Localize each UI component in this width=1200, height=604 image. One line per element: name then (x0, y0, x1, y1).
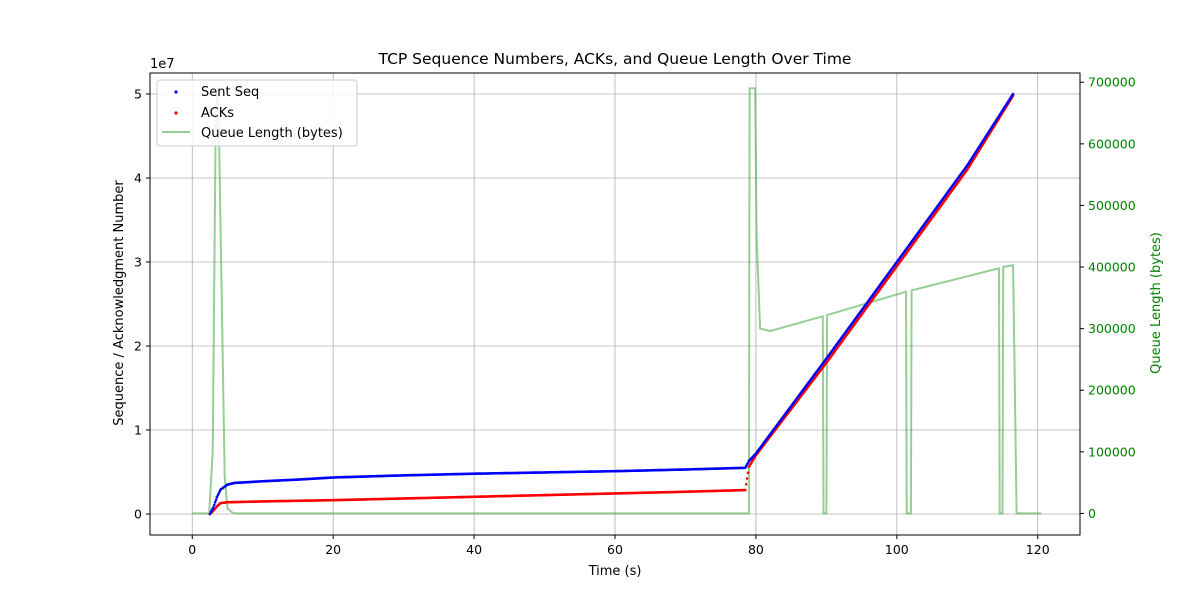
x-tick-label: 20 (325, 542, 341, 557)
chart-title: TCP Sequence Numbers, ACKs, and Queue Le… (378, 50, 852, 68)
y-left-tick-label: 2 (134, 339, 142, 354)
ack-point (746, 471, 750, 475)
x-tick-label: 100 (885, 542, 909, 557)
y-right-tick-label: 200000 (1088, 383, 1136, 398)
legend-sent-seq-marker (174, 90, 178, 94)
legend-box (156, 79, 358, 147)
sent-seq-series-layer (208, 92, 1015, 516)
y-right-tick-label: 0 (1088, 506, 1096, 521)
axes-layer: 0 20 40 60 80 100 120 0 1 2 3 4 5 0 100000 200000 300000… (134, 75, 1136, 557)
y-right-tick-label: 100000 (1088, 444, 1136, 459)
y-left-tick-label: 3 (134, 255, 142, 270)
y-left-tick-label: 1 (134, 423, 142, 438)
y-right-tick-label: 300000 (1088, 321, 1136, 336)
sent-seq-point (212, 506, 215, 509)
ack-point (744, 488, 747, 492)
ack-point (745, 477, 749, 480)
sent-seq-point (213, 500, 217, 504)
y-right-tick-label: 500000 (1088, 198, 1136, 213)
sent-seq-point (214, 498, 218, 502)
x-tick-label: 0 (188, 542, 196, 557)
legend-acks-marker (174, 111, 178, 115)
x-tick-label: 120 (1026, 542, 1050, 557)
x-axis-label: Time (s) (588, 564, 642, 579)
y-left-tick-label: 5 (134, 87, 142, 102)
y-axis-right-label: Queue Length (bytes) (1149, 232, 1164, 374)
y-right-tick-label: 600000 (1088, 136, 1136, 151)
sent-seq-point (1011, 92, 1015, 96)
y-axis-left-label: Sequence / Acknowledgment Number (112, 180, 127, 426)
y-left-tick-label: 4 (134, 171, 142, 186)
legend: Sent Seq ACKs Queue Length (bytes) (156, 79, 358, 147)
y-left-tick-label: 0 (134, 507, 142, 522)
sent-seq-point (213, 503, 216, 507)
y-right-tick-label: 400000 (1088, 260, 1136, 275)
y-axis-left-multiplier: 1e7 (150, 57, 175, 72)
x-tick-label: 40 (466, 542, 482, 557)
x-tick-label: 80 (748, 542, 764, 557)
x-tick-label: 60 (607, 542, 623, 557)
legend-queue-label: Queue Length (bytes) (201, 126, 343, 141)
legend-sent-seq-label: Sent Seq (201, 85, 259, 100)
legend-acks-label: ACKs (201, 106, 234, 121)
y-right-tick-label: 700000 (1088, 75, 1136, 90)
ack-point (744, 483, 748, 486)
